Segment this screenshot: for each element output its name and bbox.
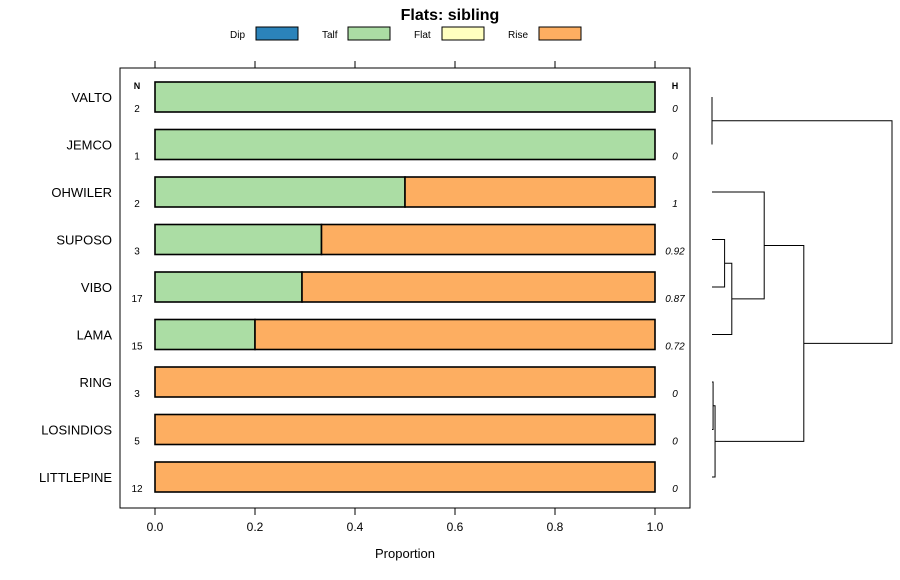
legend-label-rise: Rise bbox=[508, 30, 528, 41]
bar-losindios-rise bbox=[154, 413, 656, 446]
row-label-valto: VALTO bbox=[72, 90, 112, 105]
row-label-ring: RING bbox=[80, 375, 113, 390]
h-label-vibo: 0.87 bbox=[665, 294, 685, 305]
h-label-suposo: 0.92 bbox=[665, 247, 685, 258]
dendro-merge-4 bbox=[712, 239, 726, 288]
h-label-losindios: 0 bbox=[672, 437, 678, 448]
row-label-jemco: JEMCO bbox=[67, 138, 113, 153]
chart-title: Flats: sibling bbox=[401, 7, 500, 24]
row-label-vibo: VIBO bbox=[81, 280, 112, 295]
n-label-vibo: 17 bbox=[131, 294, 143, 305]
row-label-lama: LAMA bbox=[77, 328, 113, 343]
n-label-jemco: 1 bbox=[134, 152, 140, 163]
legend-swatch-rise bbox=[538, 26, 582, 41]
h-label-ring: 0 bbox=[672, 389, 678, 400]
bar-ohwiler-rise bbox=[404, 176, 656, 208]
legend-swatch-talf bbox=[347, 26, 391, 41]
bar-vibo-rise bbox=[301, 271, 656, 303]
n-label-littlepine: 12 bbox=[131, 484, 143, 495]
h-label-ohwiler: 1 bbox=[672, 199, 678, 210]
row-label-losindios: LOSINDIOS bbox=[41, 423, 112, 438]
bar-valto-talf bbox=[154, 81, 656, 113]
dendro-merge-8 bbox=[712, 120, 893, 344]
x-tick-label-4: 0.8 bbox=[547, 520, 564, 534]
legend-label-dip: Dip bbox=[230, 30, 245, 41]
row-labels-group: VALTO 2 0 JEMCO 1 0 OHWILER 2 1 SUPOSO 3 0.92 VIBO 17… bbox=[39, 90, 685, 495]
dendro-merge-5 bbox=[712, 262, 733, 335]
n-label-lama: 15 bbox=[131, 342, 143, 353]
dendro-merge-6 bbox=[712, 191, 765, 300]
bar-jemco-talf bbox=[154, 128, 656, 161]
row-label-ohwiler: OHWILER bbox=[51, 185, 112, 200]
legend-label-flat: Flat bbox=[414, 30, 431, 41]
bar-suposo-rise bbox=[320, 223, 656, 256]
bars-group bbox=[154, 81, 656, 493]
n-label-valto: 2 bbox=[134, 104, 140, 115]
legend-label-talf: Talf bbox=[322, 30, 338, 41]
x-tick-label-3: 0.6 bbox=[447, 520, 464, 534]
legend-swatch-dip bbox=[255, 26, 299, 41]
h-label-valto: 0 bbox=[672, 104, 678, 115]
plot-frame bbox=[119, 67, 691, 509]
bar-ohwiler-talf bbox=[154, 176, 406, 208]
bar-suposo-talf bbox=[154, 223, 323, 256]
dendro-merge-7 bbox=[715, 244, 805, 442]
h-column-header: H bbox=[672, 81, 679, 91]
n-label-suposo: 3 bbox=[134, 247, 140, 258]
h-label-lama: 0.72 bbox=[665, 342, 685, 353]
bar-vibo-talf bbox=[154, 271, 303, 303]
legend-swatch-flat bbox=[441, 26, 485, 41]
n-column-header: N bbox=[134, 81, 141, 91]
bar-ring-rise bbox=[154, 366, 656, 398]
x-axis-title: Proportion bbox=[375, 546, 435, 561]
x-tick-label-2: 0.4 bbox=[347, 520, 364, 534]
n-label-losindios: 5 bbox=[134, 437, 140, 448]
x-axis: 0.0 0.2 0.4 0.6 0.8 1.0 bbox=[147, 61, 664, 534]
row-label-littlepine: LITTLEPINE bbox=[39, 470, 112, 485]
legend: Dip Talf Flat Rise bbox=[230, 26, 582, 41]
n-label-ring: 3 bbox=[134, 389, 140, 400]
x-tick-label-0: 0.0 bbox=[147, 520, 164, 534]
bar-littlepine-rise bbox=[154, 461, 656, 493]
h-label-jemco: 0 bbox=[672, 152, 678, 163]
row-label-suposo: SUPOSO bbox=[56, 233, 112, 248]
bar-lama-talf bbox=[154, 318, 256, 351]
bar-lama-rise bbox=[254, 318, 656, 351]
x-tick-label-1: 0.2 bbox=[247, 520, 264, 534]
x-tick-label-5: 1.0 bbox=[647, 520, 664, 534]
n-label-ohwiler: 2 bbox=[134, 199, 140, 210]
h-label-littlepine: 0 bbox=[672, 484, 678, 495]
dendrogram bbox=[711, 97, 893, 478]
dendro-merge-2 bbox=[712, 381, 714, 430]
